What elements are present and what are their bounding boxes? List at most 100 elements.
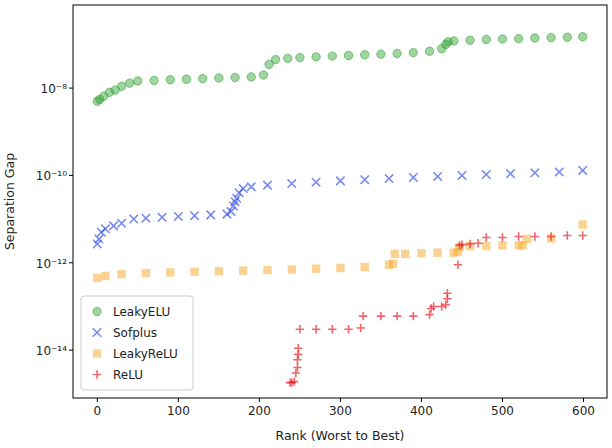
- data-point: [190, 268, 198, 276]
- data-point: [158, 213, 166, 221]
- data-point: [207, 211, 215, 219]
- y-tick-label: 10⁻⁸: [41, 82, 68, 96]
- data-point: [182, 75, 190, 83]
- data-point: [239, 184, 247, 192]
- legend-label: Sofplus: [113, 326, 157, 340]
- x-tick: [340, 398, 341, 402]
- x-tick: [583, 398, 584, 402]
- data-point: [344, 325, 352, 333]
- y-tick-label: 10⁻¹⁴: [36, 344, 67, 358]
- data-point: [393, 312, 401, 320]
- data-point: [482, 170, 490, 178]
- legend-frame: [81, 296, 193, 390]
- data-point: [482, 242, 490, 250]
- data-point: [390, 250, 398, 258]
- x-tick-label: 200: [248, 404, 271, 418]
- x-tick-label: 100: [167, 404, 190, 418]
- data-point: [263, 266, 271, 274]
- data-point: [377, 50, 385, 58]
- x-tick: [421, 398, 422, 402]
- data-point: [312, 53, 320, 61]
- plot-frame: [73, 5, 607, 398]
- data-point: [361, 51, 369, 59]
- legend-label: LeakyELU: [113, 305, 170, 319]
- x-tick-label: 400: [410, 404, 433, 418]
- data-point: [101, 225, 109, 233]
- data-point: [523, 235, 531, 243]
- data-point: [356, 324, 364, 332]
- data-point: [429, 302, 437, 310]
- data-point: [555, 168, 563, 176]
- data-point: [425, 310, 433, 318]
- data-point: [385, 174, 393, 182]
- data-point: [93, 274, 101, 282]
- x-tick-label: 300: [329, 404, 352, 418]
- data-point: [166, 76, 174, 84]
- x-tick: [502, 398, 503, 402]
- y-tick: [69, 350, 73, 351]
- data-point: [498, 233, 506, 241]
- legend-label: LeakyReLU: [113, 347, 178, 361]
- data-point: [442, 300, 450, 308]
- y-axis-label: Separation Gap: [2, 153, 17, 250]
- data-point: [126, 79, 134, 87]
- data-point: [563, 33, 571, 41]
- chart-svg: 010020030040050060010⁻¹⁴10⁻¹²10⁻¹⁰10⁻⁸Ra…: [0, 0, 612, 448]
- data-point: [109, 222, 117, 230]
- data-point: [361, 175, 369, 183]
- data-point: [458, 240, 466, 248]
- legend-label: ReLU: [113, 368, 143, 382]
- data-point: [433, 172, 441, 180]
- data-point: [292, 369, 300, 377]
- data-point: [531, 34, 539, 42]
- x-tick-label: 600: [572, 404, 595, 418]
- data-point: [578, 166, 586, 174]
- legend-marker: [93, 349, 101, 357]
- data-point: [482, 35, 490, 43]
- data-point: [377, 312, 385, 320]
- x-axis-label: Rank (Worst to Best): [276, 428, 405, 443]
- x-tick-label: 0: [93, 404, 101, 418]
- data-point: [336, 177, 344, 185]
- data-point: [312, 265, 320, 273]
- data-point: [563, 231, 571, 239]
- data-point: [296, 325, 304, 333]
- data-point: [293, 356, 301, 364]
- data-point: [117, 219, 125, 227]
- data-point: [288, 179, 296, 187]
- data-point: [271, 55, 279, 63]
- data-point: [344, 51, 352, 59]
- data-point: [101, 272, 109, 280]
- data-point: [454, 261, 462, 269]
- data-point: [498, 35, 506, 43]
- data-point: [514, 34, 522, 42]
- data-point: [190, 211, 198, 219]
- data-point: [531, 232, 539, 240]
- data-point: [294, 344, 302, 352]
- data-point: [312, 178, 320, 186]
- data-point: [117, 82, 125, 90]
- data-point: [328, 325, 336, 333]
- data-point: [458, 171, 466, 179]
- series-group: [286, 231, 587, 386]
- data-point: [150, 76, 158, 84]
- data-point: [474, 239, 482, 247]
- data-point: [409, 312, 417, 320]
- data-point: [578, 33, 586, 41]
- data-point: [466, 240, 474, 248]
- data-point: [531, 169, 539, 177]
- data-point: [401, 250, 409, 258]
- series-group: [93, 33, 587, 106]
- y-tick: [69, 262, 73, 263]
- x-tick-label: 500: [491, 404, 514, 418]
- plot-background: [73, 5, 607, 398]
- y-tick: [69, 88, 73, 89]
- data-point: [263, 181, 271, 189]
- data-point: [166, 268, 174, 276]
- data-point: [215, 267, 223, 275]
- data-point: [336, 264, 344, 272]
- data-point: [259, 71, 267, 79]
- x-tick: [178, 398, 179, 402]
- data-point: [290, 377, 298, 385]
- data-point: [450, 37, 458, 45]
